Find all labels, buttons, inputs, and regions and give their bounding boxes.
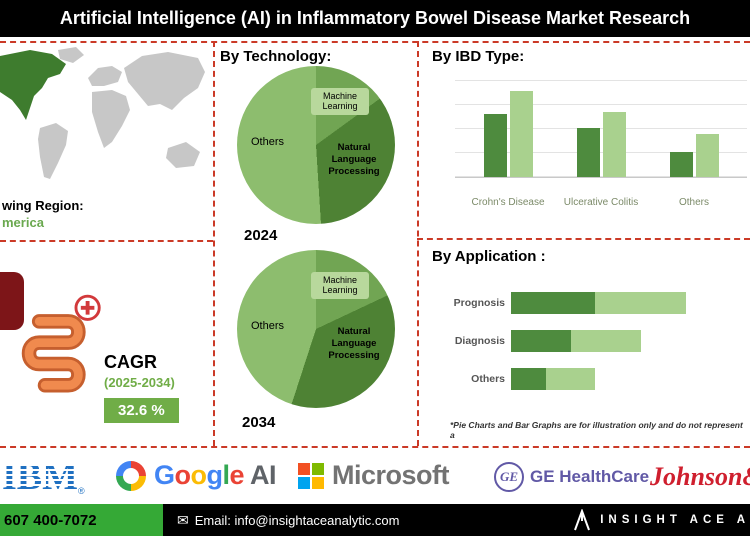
application-segment-dark	[511, 292, 595, 314]
google-logo-text: Google AI	[154, 460, 277, 490]
ibd-category-label: Crohn's Disease	[471, 197, 545, 208]
map-australia	[166, 142, 200, 168]
map-africa	[92, 90, 130, 148]
cagr-label: CAGR	[104, 352, 157, 372]
insight-ace-logo-icon	[574, 509, 591, 531]
email-text: Email: info@insightaceanalytic.com	[194, 512, 400, 528]
ibd-bar-group: Others	[655, 133, 733, 208]
cagr-block: CAGR (2025-2034) 32.6 %	[104, 352, 179, 423]
technology-pie-2034: Others Machine Learning Natural Language…	[237, 250, 395, 408]
ibm-registered-mark: ®	[78, 486, 85, 496]
ibd-bar-light	[602, 112, 626, 177]
divider-middle-column	[417, 41, 419, 446]
pie-slice-label-nlp: Natural Language Processing	[328, 142, 380, 177]
pie-slice-label-others: Others	[251, 136, 285, 148]
technology-section-title: By Technology:	[220, 48, 332, 65]
map-north-america-highlight	[0, 50, 66, 120]
ibm-logo-text: IBM	[2, 456, 78, 498]
microsoft-logo: Microsoft	[298, 460, 450, 491]
pie-slice-label-machine-learning: Machine Learning	[311, 272, 369, 299]
application-bar	[511, 330, 641, 352]
application-category-label: Diagnosis	[454, 335, 505, 347]
brand-name: INSIGHT ACE A	[600, 514, 750, 526]
insight-ace-brand: INSIGHT ACE A	[572, 509, 750, 531]
microsoft-squares-icon	[298, 462, 324, 489]
pie-slice-label-others: Others	[251, 320, 285, 332]
johnson-johnson-logo-text: Johnson&	[650, 462, 750, 491]
ibd-bar-light	[695, 133, 719, 177]
map-europe	[88, 66, 122, 86]
ibd-bar-chart: Crohn's Disease Ulcerative Colitis Others	[455, 80, 747, 208]
application-bar	[511, 368, 595, 390]
divider-right-horizontal	[417, 238, 750, 240]
pie-year-2034: 2034	[242, 414, 276, 431]
map-asia	[124, 52, 205, 110]
phone-block: 607 400-7072	[0, 504, 163, 536]
ibd-bar-dark	[483, 114, 507, 177]
title-banner: Artificial Intelligence (AI) in Inflamma…	[0, 0, 750, 37]
ibd-bar-light	[509, 90, 533, 177]
application-segment-light	[570, 330, 641, 352]
page-title: Artificial Intelligence (AI) in Inflamma…	[59, 8, 691, 28]
divider-left-column	[213, 41, 215, 446]
application-row: Prognosis	[445, 292, 745, 314]
application-section-title: By Application :	[432, 248, 546, 265]
application-segment-dark	[511, 368, 546, 390]
application-segment-dark	[511, 330, 571, 352]
cagr-value-badge: 32.6 %	[104, 398, 179, 423]
medical-cross-icon	[74, 294, 101, 321]
application-segment-light	[546, 368, 595, 390]
ibd-bar-dark	[669, 151, 693, 177]
phone-number: 607 400-7072	[4, 511, 97, 529]
pie-year-2024: 2024	[244, 227, 278, 244]
ge-monogram-icon: GE	[494, 462, 524, 492]
pie-slice-label-machine-learning: Machine Learning	[311, 88, 369, 115]
application-segment-light	[595, 292, 686, 314]
application-category-label: Prognosis	[453, 297, 505, 309]
application-bar	[511, 292, 686, 314]
partial-ai-app-icon	[0, 272, 24, 330]
application-category-label: Others	[471, 373, 505, 385]
chart-disclaimer: *Pie Charts and Bar Graphs are for illus…	[450, 420, 743, 440]
google-ai-icon	[116, 460, 146, 491]
cagr-period: (2025-2034)	[104, 375, 175, 390]
microsoft-logo-text: Microsoft	[332, 460, 450, 490]
intestine-icon	[21, 294, 101, 393]
johnson-johnson-logo: Johnson&	[650, 462, 750, 492]
application-row: Others	[445, 368, 745, 390]
map-south-america	[38, 123, 68, 179]
region-label: wing Region:	[2, 198, 84, 213]
application-row: Diagnosis	[445, 330, 745, 352]
ibd-category-label: Ulcerative Colitis	[563, 197, 639, 208]
world-map	[0, 47, 205, 179]
map-greenland	[58, 47, 84, 63]
divider-logos	[0, 446, 750, 448]
ge-healthcare-logo-text: GE HealthCare	[530, 467, 650, 486]
email-icon: ✉	[177, 511, 189, 528]
ge-healthcare-logo: GE GE HealthCare	[494, 462, 649, 492]
pie-slice-label-nlp: Natural Language Processing	[328, 326, 380, 361]
ibd-bar-group: Ulcerative Colitis	[562, 112, 640, 208]
ibd-section-title: By IBD Type:	[432, 48, 525, 65]
application-rows: Prognosis Diagnosis Others	[445, 292, 745, 406]
google-ai-logo: Google AI	[116, 460, 277, 491]
divider-left-horizontal	[0, 240, 213, 242]
ibd-bar-dark	[576, 128, 600, 177]
region-value: merica	[2, 214, 44, 230]
divider-top	[0, 41, 750, 43]
ibd-bar-group: Crohn's Disease	[469, 90, 547, 208]
footer-contact: ✉ Email: info@insightaceanalytic.com INS…	[163, 504, 750, 536]
footer-bar: 607 400-7072 ✉ Email: info@insightaceana…	[0, 504, 750, 536]
fastest-growing-region: wing Region: merica	[2, 198, 84, 232]
ibd-category-label: Others	[678, 197, 709, 208]
ibm-logo: IBM®	[2, 458, 85, 496]
technology-pie-2024: Others Machine Learning Natural Language…	[237, 66, 395, 224]
